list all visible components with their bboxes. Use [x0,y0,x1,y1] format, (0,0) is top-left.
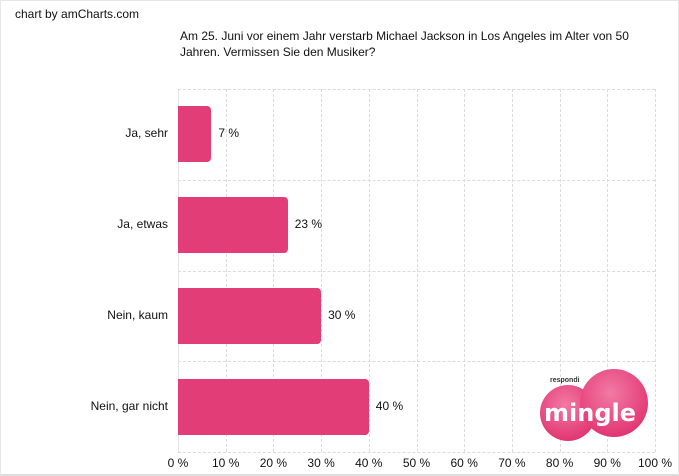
grid-line-horizontal [178,270,655,272]
x-tick-label: 80 % [545,456,574,470]
category-label: Nein, gar nicht [90,398,168,413]
x-tick-label: 0 % [167,456,189,470]
x-tick-label: 50 % [402,456,431,470]
svg-text:respondi: respondi [550,377,580,384]
plot-area: 7 % 23 % 30 % 40 % [178,89,656,453]
chart-title: Am 25. Juni vor einem Jahr verstarb Mich… [180,29,629,59]
x-tick-label: 100 % [637,456,673,470]
x-tick-label: 40 % [355,456,383,470]
bar-value-label: 30 % [328,307,356,322]
category-label: Ja, sehr [125,126,168,141]
x-tick-label: 90 % [593,456,621,470]
grid-line-horizontal [178,361,655,363]
grid-line-horizontal [178,179,655,181]
x-tick-label: 30 % [307,456,335,470]
x-tick-label: 60 % [450,456,478,470]
x-tick-label: 20 % [259,456,288,470]
svg-text:mingle: mingle [544,399,636,427]
bar[interactable] [178,287,322,344]
respondi-mingle-logo: respondi mingle [540,369,648,441]
category-label: Nein, kaum [107,307,168,322]
x-tick-label: 10 % [212,456,240,470]
bar[interactable] [178,197,288,254]
bar[interactable] [178,378,369,435]
bar-value-label: 40 % [375,398,404,413]
bar[interactable] [178,106,212,163]
bar-value-label: 23 % [294,217,323,232]
category-label: Ja, etwas [117,217,168,232]
x-tick-label: 70 % [498,456,526,470]
grid-line-vertical [655,89,656,452]
chart-credit[interactable]: chart by amCharts.com [15,7,140,21]
grid-line-horizontal [178,89,655,90]
bar-value-label: 7 % [218,126,240,141]
grid-line-horizontal [178,452,655,453]
